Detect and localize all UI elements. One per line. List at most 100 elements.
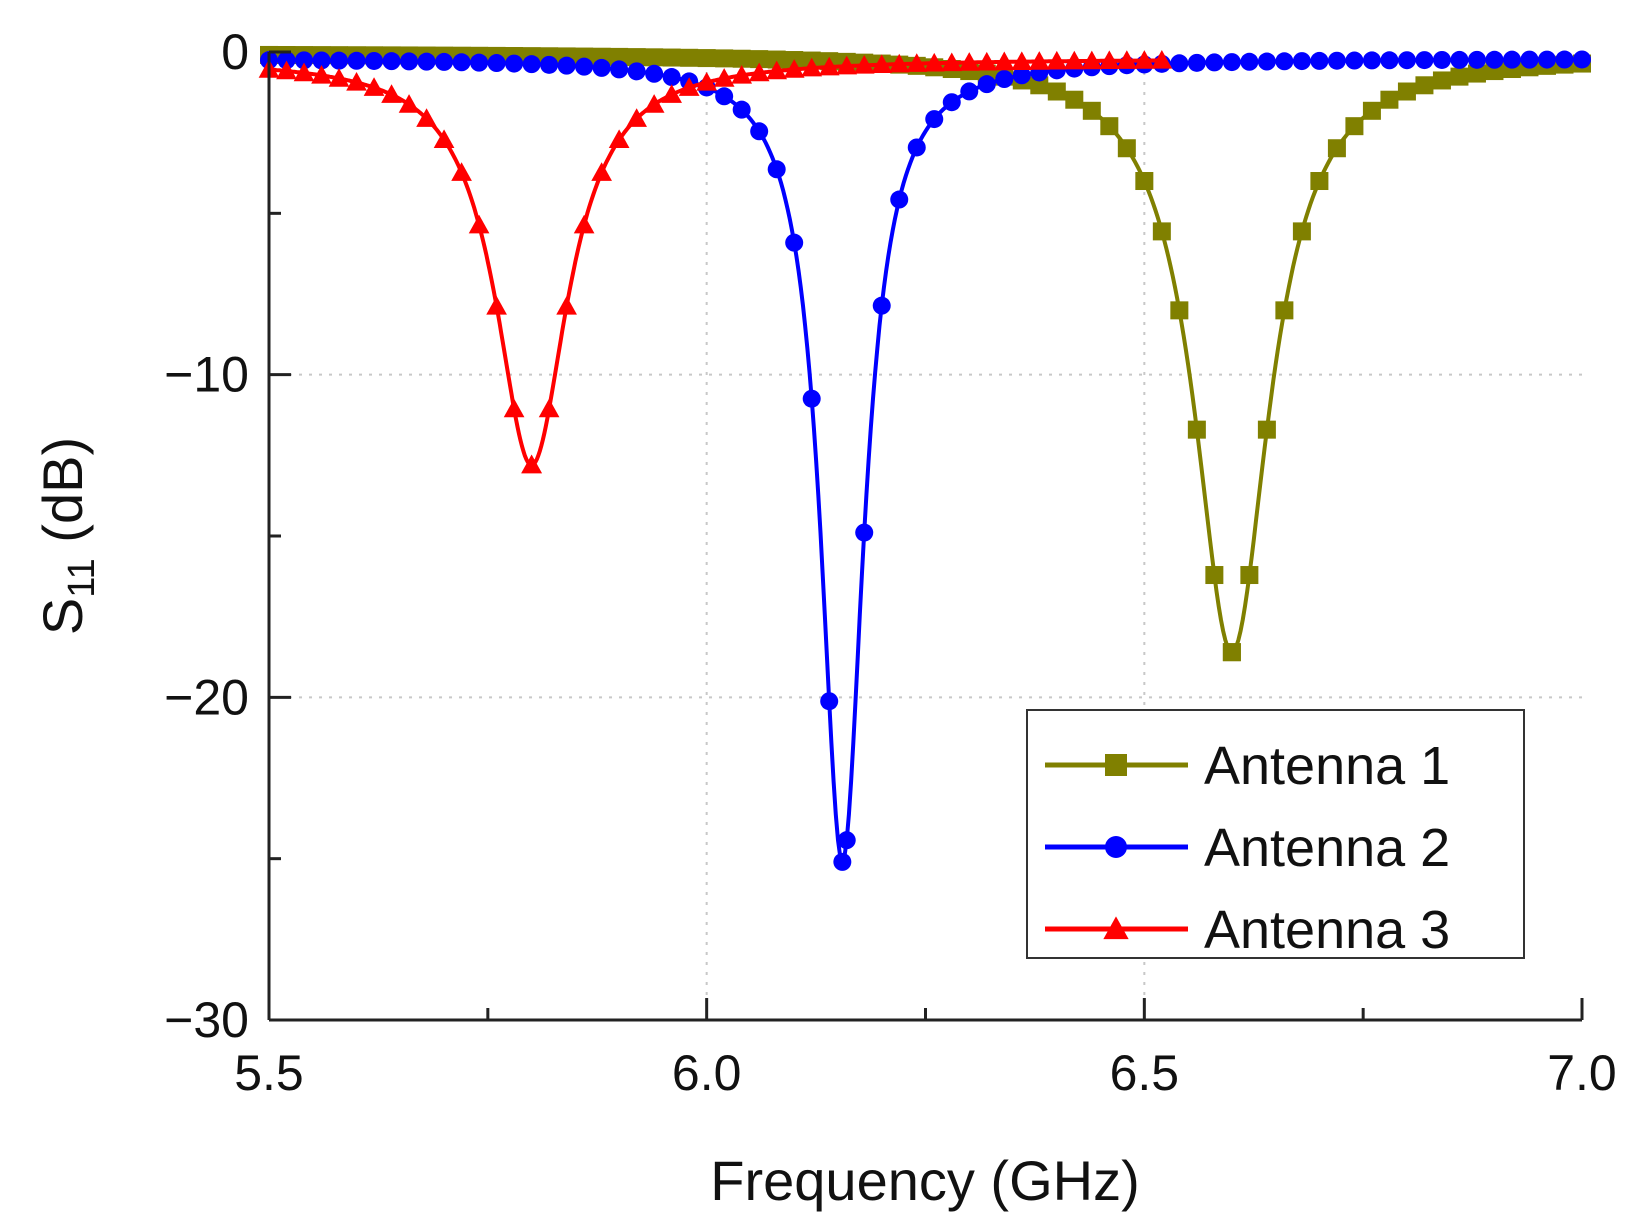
antenna-2-marker <box>417 52 436 71</box>
antenna-3-marker <box>836 55 858 75</box>
antenna-3-marker <box>503 398 525 418</box>
antenna-3-marker <box>731 65 753 84</box>
antenna-2-marker <box>1432 50 1451 69</box>
antenna-2-marker <box>732 100 751 119</box>
y-axis-title-subscript: 11 <box>61 558 103 597</box>
series-layer <box>258 45 1591 871</box>
antenna-2-marker <box>610 60 629 79</box>
antenna-1-marker <box>610 47 629 66</box>
antenna-3-marker <box>416 108 437 127</box>
antenna-2-marker <box>277 51 296 70</box>
antenna-2-marker <box>575 57 594 76</box>
antenna-2-marker <box>750 122 769 141</box>
antenna-3-marker <box>801 57 823 77</box>
antenna-1-marker <box>1222 643 1241 662</box>
antenna-3-marker <box>713 68 735 87</box>
antenna-1-marker <box>1082 101 1101 120</box>
series-antenna-1 <box>260 45 1591 662</box>
antenna-3-marker <box>783 59 805 78</box>
antenna-3-marker <box>1098 50 1120 70</box>
legend-label-antenna-1: Antenna 1 <box>1204 736 1450 796</box>
antenna-2-marker <box>833 852 852 871</box>
antenna-3-marker <box>1063 50 1085 70</box>
antenna-2-marker <box>1362 51 1381 70</box>
antenna-3-marker <box>853 55 875 74</box>
antenna-2-marker <box>452 53 471 72</box>
antenna-3-marker <box>346 72 367 91</box>
antenna-3-marker <box>311 65 332 84</box>
x-axis-title: Frequency (GHz) <box>710 1149 1139 1212</box>
antenna-2-marker <box>645 64 664 83</box>
antenna-3-marker <box>1028 51 1050 70</box>
antenna-3-marker <box>626 108 647 127</box>
legend-marker-antenna-2 <box>1105 836 1127 858</box>
antenna-2-marker <box>1257 52 1276 71</box>
antenna-1-line <box>268 52 1583 655</box>
series-antenna-2 <box>260 50 1591 871</box>
antenna-2-marker <box>820 692 839 711</box>
antenna-3-marker <box>293 62 315 82</box>
antenna-1-marker <box>1292 222 1311 241</box>
antenna-3-marker <box>398 94 420 113</box>
antenna-3-marker <box>591 162 612 181</box>
antenna-3-marker <box>643 94 665 113</box>
antenna-3-marker <box>1081 50 1103 70</box>
y-tick-label: 0 <box>221 24 249 80</box>
antenna-2-marker <box>592 58 611 77</box>
antenna-2-marker <box>802 389 821 408</box>
antenna-3-line <box>268 58 1162 467</box>
antenna-2-marker <box>925 110 944 129</box>
antenna-2-marker <box>435 52 454 71</box>
antenna-2-marker <box>382 52 401 71</box>
antenna-3-marker <box>1116 50 1138 69</box>
antenna-2-marker <box>330 51 349 70</box>
antenna-1-marker <box>1240 566 1259 585</box>
antenna-2-marker <box>1520 50 1539 69</box>
antenna-2-marker <box>1537 50 1556 69</box>
y-tick-label: −30 <box>164 992 249 1048</box>
antenna-2-marker <box>1222 53 1241 72</box>
x-tick-label: 6.0 <box>672 1045 742 1101</box>
antenna-3-marker <box>818 56 840 76</box>
antenna-3-marker <box>1011 51 1033 70</box>
antenna-1-marker <box>750 50 769 69</box>
antenna-3-marker <box>661 84 683 103</box>
antenna-3-marker <box>748 62 770 82</box>
antenna-2-marker <box>470 53 489 72</box>
antenna-1-marker <box>627 48 646 67</box>
antenna-3-marker <box>381 84 402 103</box>
antenna-2-marker <box>487 54 506 73</box>
y-axis-title-main: S <box>31 598 94 635</box>
antenna-2-marker <box>295 51 314 70</box>
antenna-1-marker <box>680 48 699 67</box>
antenna-1-marker <box>1065 90 1084 109</box>
antenna-2-marker <box>837 831 856 850</box>
antenna-2-marker <box>312 51 331 70</box>
antenna-2-marker <box>977 75 996 94</box>
antenna-2-marker <box>890 190 909 209</box>
antenna-1-marker <box>1450 67 1469 86</box>
antenna-3-marker <box>451 162 472 181</box>
antenna-2-marker <box>1187 53 1206 72</box>
antenna-3-marker <box>923 52 945 72</box>
legend-marker-antenna-3 <box>1103 916 1129 940</box>
antenna-3-marker <box>433 129 455 149</box>
antenna-2-marker <box>1502 50 1521 69</box>
antenna-2-marker <box>1555 50 1574 69</box>
antenna-2-marker <box>715 87 734 106</box>
antenna-3-marker <box>976 51 998 71</box>
antenna-1-marker <box>767 50 786 69</box>
antenna-2-marker <box>557 56 576 75</box>
antenna-2-marker <box>1170 54 1189 73</box>
antenna-1-marker <box>1117 139 1136 158</box>
antenna-2-marker <box>522 55 541 74</box>
antenna-2-marker <box>1205 53 1224 72</box>
antenna-1-marker <box>715 49 734 68</box>
antenna-1-marker <box>662 48 681 67</box>
antenna-2-marker <box>400 52 419 71</box>
antenna-3-marker <box>468 214 490 234</box>
antenna-1-marker <box>697 49 716 68</box>
antenna-2-marker <box>1467 50 1486 69</box>
antenna-1-marker <box>1047 82 1066 101</box>
